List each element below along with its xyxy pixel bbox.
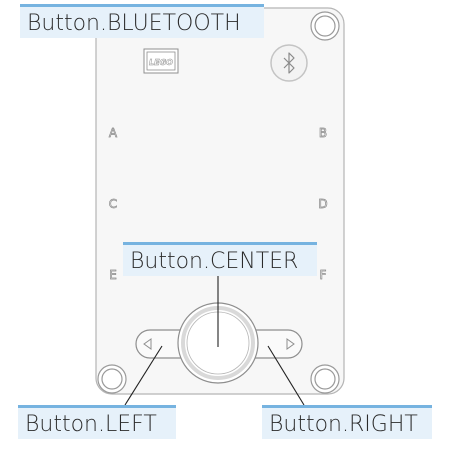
triangle-left-icon [143,338,152,350]
port-label-b: B [319,126,327,140]
callout-right: Button.RIGHT [262,405,432,439]
callout-center: Button.CENTER [123,242,317,276]
lego-logo-text: LEGO [149,58,173,67]
screw-top-right [310,11,340,41]
port-label-c: C [109,197,117,211]
screw-bottom-right [310,364,340,394]
lego-logo: LEGO [143,48,179,74]
screw-bottom-left [97,364,127,394]
leader-line-left [124,345,163,406]
port-label-a: A [109,126,118,140]
port-label-d: D [318,197,327,211]
port-label-e: E [109,268,117,282]
port-label-f: F [320,268,327,282]
callout-left: Button.LEFT [18,405,176,439]
triangle-right-icon [286,338,295,350]
bluetooth-button[interactable] [270,44,308,82]
bluetooth-icon [283,52,295,74]
leader-line-right [267,345,305,406]
left-button[interactable] [135,329,188,359]
right-button[interactable] [250,329,303,359]
callout-bluetooth: Button.BLUETOOTH [20,4,264,38]
